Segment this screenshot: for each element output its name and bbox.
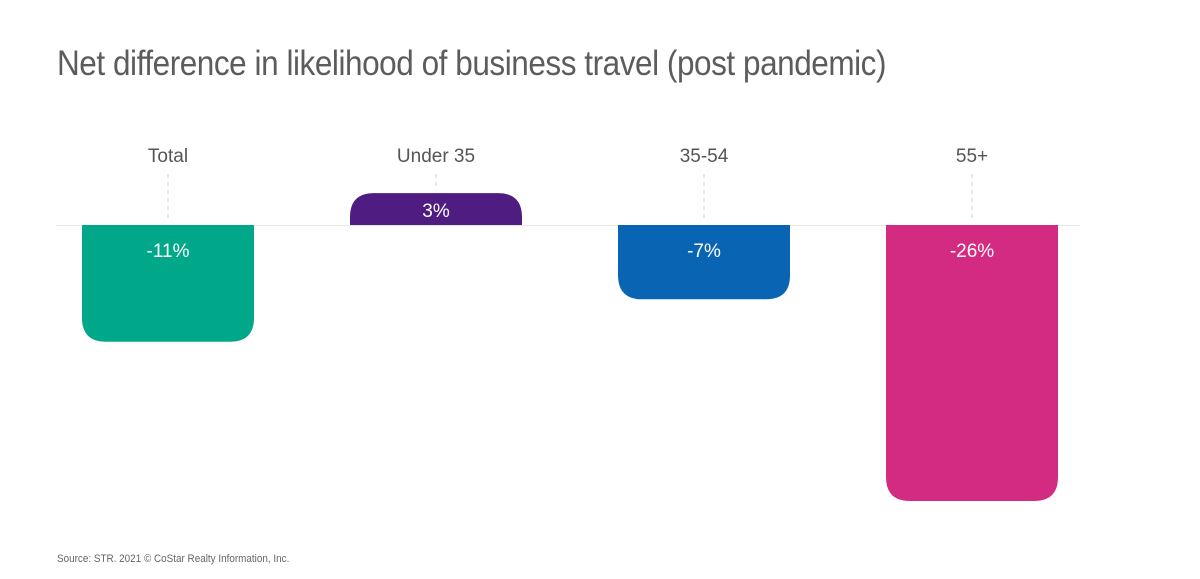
value-label-total: -11%	[147, 241, 190, 262]
source-note: Source: STR. 2021 © CoStar Realty Inform…	[57, 553, 290, 565]
value-label-35-54: -7%	[687, 241, 721, 262]
labels-group: Total -11% Under 35 3% 35-54 -7% 55+ -26%	[147, 146, 995, 262]
category-label-35-54: 35-54	[680, 146, 729, 167]
value-label-under-35: 3%	[422, 201, 450, 222]
chart-title: Net difference in likelihood of business…	[57, 44, 887, 83]
bars-group	[82, 193, 1058, 501]
category-label-under-35: Under 35	[397, 146, 475, 167]
category-label-total: Total	[148, 146, 188, 167]
category-guides	[167, 174, 973, 218]
category-label-55: 55+	[956, 146, 988, 167]
value-label-55: -26%	[950, 241, 994, 262]
bar-35-54	[618, 225, 790, 300]
bar-total	[82, 225, 254, 342]
bar-55	[886, 225, 1058, 501]
bar-under-35	[350, 193, 522, 225]
